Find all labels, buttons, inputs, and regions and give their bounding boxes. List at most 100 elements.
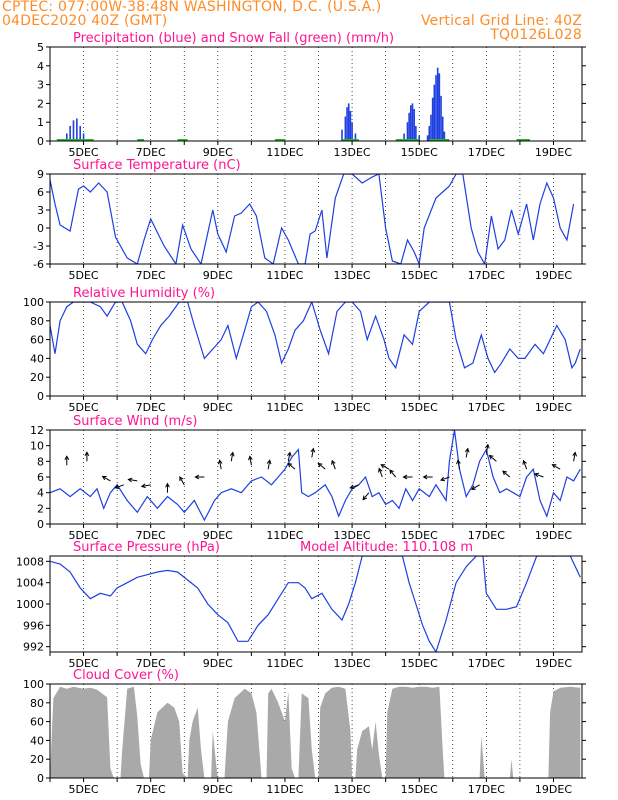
wind-arrow <box>457 460 460 470</box>
x-tick-label: 9DEC <box>203 529 233 542</box>
x-tick-label: 13DEC <box>334 401 371 414</box>
y-tick-label: 80 <box>30 697 44 710</box>
wind-arrow <box>219 460 222 470</box>
x-tick-label: 17DEC <box>468 269 505 282</box>
header-code: TQ0126L028 <box>490 27 582 43</box>
x-tick-label: 9DEC <box>203 783 233 796</box>
x-tick-label: 11DEC <box>266 269 303 282</box>
x-tick-label: 7DEC <box>136 657 166 670</box>
precip-bar <box>346 107 348 141</box>
wind-arrow <box>489 455 497 462</box>
wind-arrow <box>318 462 326 470</box>
wind-arrow <box>128 478 138 482</box>
header-grid-line: Vertical Grid Line: 40Z <box>420 13 582 29</box>
x-tick-label: 19DEC <box>535 269 572 282</box>
series-line <box>50 174 575 264</box>
x-tick-label: 11DEC <box>266 146 303 159</box>
wind-arrow <box>102 475 111 482</box>
wind-arrow <box>502 470 511 478</box>
panel-4 <box>46 555 586 656</box>
y-tick-label: 0 <box>37 772 44 785</box>
x-tick-label: 15DEC <box>401 783 438 796</box>
panel-frame <box>49 46 583 142</box>
x-tick-label: 7DEC <box>136 783 166 796</box>
precip-bar <box>435 75 437 141</box>
precip-bar <box>436 67 439 141</box>
y-tick-label: 0 <box>37 390 44 403</box>
wind-arrow <box>267 460 271 470</box>
precip-bar <box>349 110 352 141</box>
x-tick-label: 17DEC <box>468 657 505 670</box>
wind-arrow-head <box>470 485 476 490</box>
wind-arrow-head <box>464 447 470 453</box>
wind-arrow-head <box>551 464 557 469</box>
y-tick-label: 10 <box>30 440 44 453</box>
panel-subtitle: Model Altitude: 110.108 m <box>300 540 473 555</box>
precip-bar <box>415 125 417 141</box>
x-tick-label: 11DEC <box>266 529 303 542</box>
y-tick-label: 1008 <box>16 555 44 568</box>
panel-title: Precipitation (blue) and Snow Fall (gree… <box>73 31 394 46</box>
precip-bar <box>76 118 78 141</box>
x-tick-label: 7DEC <box>136 146 166 159</box>
wind-arrow <box>573 452 576 462</box>
panel-1 <box>46 173 586 268</box>
x-tick-label: 15DEC <box>401 401 438 414</box>
y-tick-label: 2 <box>37 97 44 110</box>
precip-bar <box>347 103 350 141</box>
x-tick-label: 13DEC <box>334 657 371 670</box>
x-tick-label: 19DEC <box>535 529 572 542</box>
wind-arrow-head <box>533 472 539 478</box>
y-tick-label: 4 <box>37 487 44 500</box>
precip-bar <box>79 125 82 141</box>
panel-frame <box>49 683 583 779</box>
x-tick-label: 19DEC <box>535 657 572 670</box>
y-tick-label: 9 <box>37 168 44 181</box>
wind-arrow <box>362 492 370 500</box>
wind-arrow-head <box>422 474 428 480</box>
wind-arrow-head <box>217 459 223 465</box>
wind-arrow-head <box>84 451 90 457</box>
wind-arrow-head <box>362 495 367 501</box>
wind-arrow-head <box>179 476 184 482</box>
y-tick-label: 40 <box>30 352 44 365</box>
wind-arrow <box>249 456 252 466</box>
x-tick-label: 7DEC <box>136 401 166 414</box>
panel-3 <box>46 429 586 528</box>
wind-arrow-head <box>522 459 527 465</box>
wind-arrow-head <box>317 462 323 468</box>
precip-bar <box>403 133 405 141</box>
wind-arrow-head <box>165 482 170 488</box>
wind-arrow-head <box>287 462 293 468</box>
y-tick-label: 12 <box>30 424 44 437</box>
y-tick-label: 100 <box>23 296 44 309</box>
header-date: 04DEC2020 40Z (GMT) <box>2 13 168 29</box>
precip-bar <box>431 97 434 141</box>
y-tick-label: 100 <box>23 678 44 691</box>
wind-arrow-head <box>349 484 355 489</box>
precip-bar <box>69 125 71 141</box>
wind-arrow-head <box>229 451 235 457</box>
precip-bar <box>411 103 414 141</box>
wind-arrow-head <box>64 455 70 461</box>
wind-arrow-head <box>440 476 445 482</box>
y-tick-label: 60 <box>30 716 44 729</box>
y-tick-label: 3 <box>37 204 44 217</box>
wind-arrow-head <box>456 459 461 465</box>
wind-arrow <box>141 484 151 487</box>
precip-bar <box>341 129 343 141</box>
panel-title: Cloud Cover (%) <box>73 668 179 683</box>
wind-arrow-head <box>402 474 408 480</box>
wind-arrow <box>465 448 469 458</box>
wind-arrow-head <box>248 455 253 461</box>
precip-bar <box>82 133 85 141</box>
wind-arrow <box>179 476 185 486</box>
wind-arrow <box>485 444 489 454</box>
x-tick-label: 9DEC <box>203 146 233 159</box>
x-tick-label: 7DEC <box>136 269 166 282</box>
y-tick-label: 6 <box>37 471 44 484</box>
precip-bar <box>428 125 431 141</box>
wind-arrow-head <box>310 447 316 453</box>
panel-title: Surface Pressure (hPa) <box>73 540 220 555</box>
wind-arrow <box>378 468 383 478</box>
